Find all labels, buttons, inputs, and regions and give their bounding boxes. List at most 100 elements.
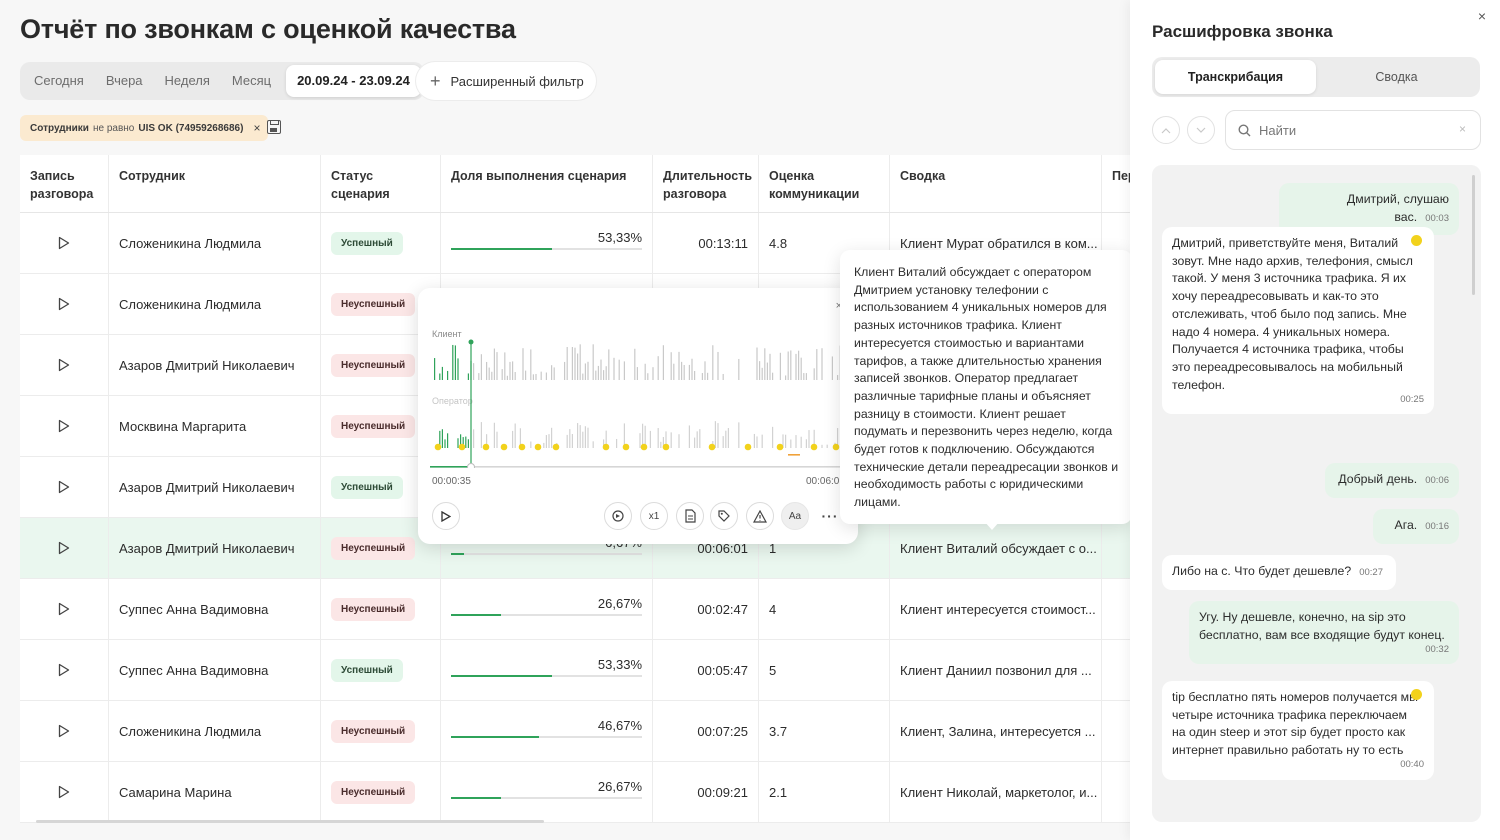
status-cell: Неуспешный	[321, 762, 441, 822]
share-cell: 46,67%	[441, 701, 653, 761]
chat-message[interactable]: Ага. 00:16	[1373, 509, 1459, 544]
summary-cell[interactable]: Клиент интересуется стоимост...	[890, 579, 1102, 639]
summary-cell[interactable]: Клиент Виталий обсуждает с о...	[890, 518, 1102, 578]
sentiment-icon	[1411, 689, 1422, 700]
employee-cell: Азаров Дмитрий Николаевич	[109, 457, 321, 517]
score-cell: 3.7	[759, 701, 890, 761]
message-text: Дмитрий, приветствуйте меня, Виталий зов…	[1172, 236, 1413, 392]
period-week-button[interactable]: Неделя	[164, 73, 210, 88]
table-row[interactable]: Самарина Марина Неуспешный 26,67% 00:09:21 2…	[20, 762, 1130, 823]
clear-icon[interactable]: ×	[1458, 122, 1466, 136]
search-input[interactable]	[1259, 122, 1439, 138]
table-row[interactable]: Суппес Анна Вадимовна Успешный 53,33% 00:05…	[20, 640, 1130, 701]
play-icon[interactable]	[58, 541, 70, 555]
chat-message[interactable]: Дмитрий, слушаю вас. 00:03	[1279, 183, 1459, 236]
column-header-employee[interactable]: Сотрудник	[109, 155, 321, 212]
warning-button[interactable]	[746, 502, 774, 530]
play-icon[interactable]	[58, 785, 70, 799]
report-main: Отчёт по звонкам с оценкой качества Сего…	[20, 14, 1130, 823]
record-cell	[20, 579, 109, 639]
chat-message[interactable]: Добрый день. 00:06	[1325, 463, 1459, 498]
summary-cell[interactable]: Клиент Николай, маркетолог, и...	[890, 762, 1102, 822]
period-today-button[interactable]: Сегодня	[34, 73, 84, 88]
summary-cell[interactable]: Клиент Даниил позвонил для ...	[890, 640, 1102, 700]
speed-button[interactable]: x1	[640, 502, 668, 530]
extended-filter-button[interactable]: + Расширенный фильтр	[416, 62, 596, 100]
play-icon[interactable]	[58, 602, 70, 616]
play-icon[interactable]	[58, 236, 70, 250]
tab-transcription[interactable]: Транскрибация	[1155, 60, 1316, 94]
summary-cell[interactable]: Клиент, Залина, интересуется ...	[890, 701, 1102, 761]
horizontal-scrollbar[interactable]	[36, 820, 544, 823]
close-icon[interactable]: ×	[1477, 8, 1486, 24]
play-icon[interactable]	[58, 358, 70, 372]
share-percent: 53,33%	[597, 657, 642, 672]
tab-summary[interactable]: Сводка	[1375, 70, 1418, 84]
more-button[interactable]: ···	[816, 502, 844, 530]
message-text: Либо на с. Что будет дешевле?	[1172, 564, 1352, 578]
status-badge: Успешный	[331, 658, 403, 682]
play-icon[interactable]	[58, 724, 70, 738]
column-header-next[interactable]: Пер	[1112, 169, 1130, 183]
share-percent: 26,67%	[597, 779, 642, 794]
close-icon[interactable]: ×	[835, 300, 842, 312]
share-cell: 53,33%	[441, 213, 653, 273]
save-icon[interactable]	[267, 120, 281, 134]
next-match-button[interactable]	[1187, 116, 1215, 144]
chat-message[interactable]: Либо на с. Что будет дешевле? 00:27	[1162, 555, 1396, 590]
chat-message[interactable]: Угу. Ну дешевле, конечно, на sip это бес…	[1189, 601, 1459, 665]
duration-cell: 00:02:47	[653, 579, 759, 639]
column-header-share[interactable]: Доля выполнения сценария	[441, 155, 653, 212]
column-header-duration[interactable]: Длительность разговора	[653, 155, 759, 212]
duration-cell: 00:13:11	[653, 213, 759, 273]
message-time: 00:03	[1425, 212, 1449, 224]
font-size-button[interactable]: Aa	[781, 502, 809, 530]
share-cell: 53,33%	[441, 640, 653, 700]
tag-button[interactable]	[710, 502, 738, 530]
status-badge: Неуспешный	[331, 536, 416, 560]
chat-message[interactable]: Дмитрий, приветствуйте меня, Виталий зов…	[1162, 227, 1434, 415]
play-icon[interactable]	[58, 419, 70, 433]
table-row[interactable]: Сложеникина Людмила Успешный 53,33% 00:13:1…	[20, 213, 1130, 274]
document-button[interactable]	[676, 502, 704, 530]
column-header-score[interactable]: Оценка коммуникации	[759, 155, 890, 212]
employee-cell: Азаров Дмитрий Николаевич	[109, 518, 321, 578]
chat-message[interactable]: tip бесплатно пять номеров получается мы…	[1162, 681, 1434, 780]
table-row[interactable]: Суппес Анна Вадимовна Неуспешный 26,67% 00:…	[20, 579, 1130, 640]
column-header-status[interactable]: Статус сценария	[321, 155, 441, 212]
prev-match-button[interactable]	[1152, 116, 1180, 144]
play-button[interactable]	[432, 502, 460, 530]
record-cell	[20, 701, 109, 761]
waveform[interactable]	[430, 338, 844, 468]
share-percent: 26,67%	[597, 596, 642, 611]
tag-icon	[718, 510, 730, 522]
employee-cell: Самарина Марина	[109, 762, 321, 822]
transcript-chat[interactable]: Дмитрий, слушаю вас. 00:03 Дмитрий, привет…	[1152, 165, 1481, 822]
column-header-record[interactable]: Запись разговора	[20, 155, 109, 212]
filter-chip-field: Сотрудники	[30, 122, 89, 134]
column-header-summary[interactable]: Сводка	[890, 155, 1102, 212]
message-time: 00:40	[1400, 759, 1424, 771]
next-cell	[1102, 762, 1130, 822]
filter-chip: Сотрудники не равно UIS OK (74959268686)…	[20, 115, 269, 141]
status-badge: Успешный	[331, 231, 403, 255]
record-cell	[20, 213, 109, 273]
player-controls: x1 Aa ···	[418, 502, 858, 532]
rewind-button[interactable]	[604, 502, 632, 530]
employee-cell: Азаров Дмитрий Николаевич	[109, 335, 321, 395]
play-icon[interactable]	[58, 297, 70, 311]
period-month-button[interactable]: Месяц	[231, 73, 272, 88]
period-range-button[interactable]: 20.09.24 - 23.09.24	[286, 65, 421, 97]
table-row[interactable]: Сложеникина Людмила Неуспешный 46,67% 00:07…	[20, 701, 1130, 762]
chat-scrollbar[interactable]	[1472, 175, 1475, 295]
period-yesterday-button[interactable]: Вчера	[105, 73, 143, 88]
document-icon	[685, 509, 696, 523]
summary-cell[interactable]: Клиент Мурат обратился в ком...	[890, 213, 1102, 273]
play-icon[interactable]	[58, 480, 70, 494]
next-cell	[1102, 701, 1130, 761]
play-icon[interactable]	[58, 663, 70, 677]
share-percent: 46,67%	[597, 718, 642, 733]
score-cell: 4	[759, 579, 890, 639]
employee-cell: Суппес Анна Вадимовна	[109, 640, 321, 700]
close-icon[interactable]: ×	[253, 121, 261, 135]
